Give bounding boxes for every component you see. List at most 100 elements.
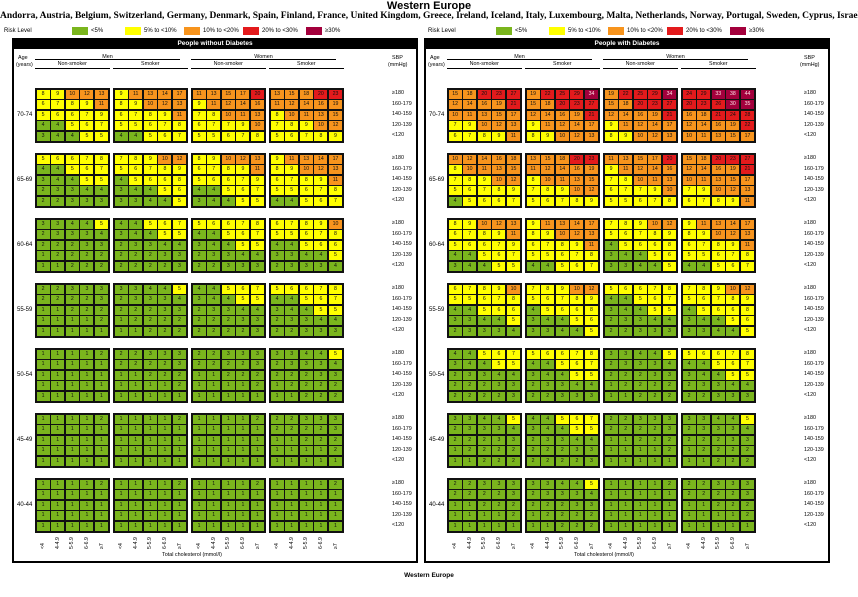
- risk-cell: 7: [648, 197, 662, 206]
- cholesterol-tick-label: ≥7: [588, 543, 595, 549]
- risk-cell: 3: [65, 186, 79, 196]
- risk-cell: 7: [114, 154, 128, 164]
- risk-cell: 1: [463, 522, 477, 531]
- risk-cell: 1: [192, 425, 206, 435]
- risk-cell: 13: [507, 219, 520, 229]
- sbp-level-label: 160-179: [804, 230, 824, 237]
- risk-cell: 4: [507, 327, 520, 336]
- risk-cell: 9: [507, 186, 520, 196]
- risk-cell: 4: [129, 186, 143, 196]
- risk-cell: 2: [463, 479, 477, 489]
- risk-cell: 2: [555, 446, 569, 456]
- risk-cell: 1: [314, 446, 328, 456]
- risk-cell: 8: [329, 186, 342, 196]
- risk-cell: 3: [697, 327, 711, 336]
- risk-cell: 3: [192, 197, 206, 206]
- risk-cell: 1: [51, 327, 65, 336]
- risk-cell: 19: [526, 89, 540, 99]
- sbp-unit: (mmHg): [800, 62, 820, 68]
- risk-cell: 6: [463, 240, 477, 250]
- risk-cell: 6: [492, 349, 506, 359]
- risk-cell: 18: [541, 100, 555, 110]
- risk-cell: 4: [477, 316, 491, 326]
- risk-cell: 5: [526, 295, 540, 305]
- risk-cell: 4: [314, 251, 328, 261]
- risk-cell: 3: [507, 490, 520, 500]
- risk-cell: 1: [726, 522, 740, 531]
- risk-cell: 7: [95, 121, 108, 131]
- risk-cell: 2: [114, 360, 128, 370]
- risk-cell: 2: [726, 457, 740, 466]
- risk-cell: 5: [570, 316, 584, 326]
- chart-title: Western Europe: [386, 0, 472, 12]
- risk-cell: 12: [463, 154, 477, 164]
- risk-cell: 3: [80, 284, 94, 294]
- risk-cell: 7: [663, 295, 676, 305]
- risk-cell: 3: [114, 230, 128, 240]
- sbp-level-label: 140-159: [392, 371, 412, 378]
- risk-cell: 7: [236, 132, 250, 141]
- risk-cell: 8: [251, 219, 264, 229]
- risk-cell: 3: [80, 197, 94, 206]
- risk-cell: 4: [541, 316, 555, 326]
- risk-cell: 3: [251, 262, 264, 271]
- risk-cell: 9: [741, 295, 754, 305]
- risk-cell: 5: [633, 295, 647, 305]
- risk-cell: 8: [299, 175, 313, 185]
- risk-cell: 17: [585, 219, 598, 229]
- risk-cell: 1: [619, 490, 633, 500]
- risk-cell: 2: [682, 425, 696, 435]
- risk-cell: 3: [221, 349, 235, 359]
- risk-cell: 5: [158, 186, 172, 196]
- risk-cell: 4: [663, 316, 676, 326]
- risk-grid: 19 22 25 29 34 15 18 20 23 27 12 14 16 19 21 9 11 12 14 17 8…: [525, 88, 600, 143]
- risk-cell: 3: [585, 446, 598, 456]
- risk-cell: 1: [129, 370, 143, 380]
- risk-cell: 4: [95, 186, 108, 196]
- sbp-level-label: 120-139: [392, 186, 412, 193]
- risk-cell: 6: [65, 154, 79, 164]
- cholesterol-tick-label: 4-4.9: [544, 537, 551, 549]
- cholesterol-tick-label: <4: [608, 543, 615, 549]
- risk-cell: 6: [711, 251, 725, 261]
- risk-cell: 5: [448, 295, 462, 305]
- risk-cell: 8: [526, 230, 540, 240]
- risk-cell: 14: [555, 165, 569, 175]
- risk-cell: 1: [51, 370, 65, 380]
- risk-cell: 1: [682, 500, 696, 510]
- risk-cell: 2: [192, 327, 206, 336]
- sbp-header: SBP: [392, 55, 403, 61]
- risk-cell: 3: [36, 175, 50, 185]
- risk-cell: 4: [114, 219, 128, 229]
- risk-grid: 7 8 9 10 12 5 6 7 8 9 4 5 6 6 8 3 4 4 5 6 3 3 4 4 5: [603, 218, 678, 273]
- risk-cell: 1: [648, 446, 662, 456]
- risk-cell: 1: [80, 392, 94, 401]
- risk-cell: 1: [143, 425, 157, 435]
- risk-cell: 2: [236, 360, 250, 370]
- risk-cell: 4: [143, 197, 157, 206]
- sbp-level-label: 140-159: [392, 111, 412, 118]
- risk-cell: 4: [192, 230, 206, 240]
- risk-cell: 1: [619, 479, 633, 489]
- risk-cell: 4: [477, 262, 491, 271]
- risk-cell: 12: [448, 100, 462, 110]
- risk-cell: 3: [555, 392, 569, 401]
- cholesterol-tick-label: ≥7: [254, 543, 261, 549]
- risk-cell: 1: [648, 511, 662, 521]
- risk-cell: 1: [207, 435, 221, 445]
- risk-cell: 15: [541, 154, 555, 164]
- risk-cell: 4: [51, 175, 65, 185]
- risk-cell: 10: [314, 121, 328, 131]
- risk-cell: 4: [507, 370, 520, 380]
- risk-cell: 1: [65, 360, 79, 370]
- risk-cell: 5: [648, 251, 662, 261]
- risk-cell: 5: [173, 230, 186, 240]
- risk-cell: 1: [663, 490, 676, 500]
- risk-cell: 12: [726, 230, 740, 240]
- risk-cell: 6: [51, 154, 65, 164]
- risk-cell: 1: [236, 446, 250, 456]
- risk-cell: 1: [143, 392, 157, 401]
- risk-cell: 23: [648, 100, 662, 110]
